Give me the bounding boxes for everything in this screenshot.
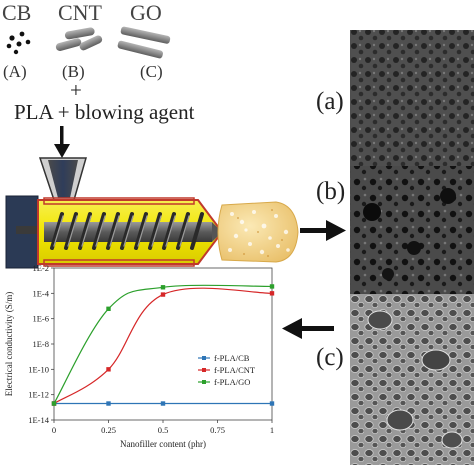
- label-C: (C): [140, 62, 163, 81]
- go-label: GO: [130, 0, 162, 25]
- x-axis-title: Nanofiller content (phr): [120, 439, 206, 449]
- legend-label-f-pla-cnt: f-PLA/CNT: [214, 365, 256, 375]
- y-tick-label: 1E-12: [28, 390, 49, 400]
- data-point-f-pla-cnt: [269, 291, 275, 296]
- data-point-f-pla-cnt: [106, 367, 111, 372]
- x-tick-label: 1: [270, 425, 274, 435]
- sem-label-c: (c): [316, 344, 344, 371]
- go-sheets-icon: [117, 26, 171, 59]
- sem-label-b: (b): [316, 178, 346, 205]
- x-tick-label: 0: [52, 425, 56, 435]
- data-point-f-pla-go: [51, 401, 57, 406]
- y-tick-label: 1E-4: [32, 288, 49, 298]
- data-point-f-pla-go: [269, 284, 275, 289]
- legend-marker-f-pla-go: [202, 380, 206, 384]
- sem-image-a: [350, 30, 474, 166]
- foam-extrudate: [217, 201, 299, 263]
- left-arrow-icon: [282, 318, 334, 339]
- y-tick-label: 1E-2: [32, 263, 49, 273]
- legend-label-f-pla-cb: f-PLA/CB: [214, 353, 250, 363]
- cb-label: CB: [2, 0, 32, 25]
- legend-marker-f-pla-cb: [202, 356, 206, 360]
- x-tick-label: 0.5: [158, 425, 169, 435]
- y-axis-title: Electrical conductivity (S/m): [4, 292, 14, 396]
- mixture-label: PLA + blowing agent: [14, 100, 195, 124]
- data-point-f-pla-cb: [106, 401, 111, 406]
- y-tick-label: 1E-10: [28, 364, 49, 374]
- sem-image-b: [350, 166, 474, 294]
- x-tick-label: 0.25: [101, 425, 116, 435]
- x-tick-label: 0.75: [210, 425, 225, 435]
- y-tick-label: 1E-8: [32, 339, 49, 349]
- plus-sign: +: [70, 78, 82, 102]
- label-A: (A): [3, 62, 27, 81]
- data-point-f-pla-go: [106, 306, 111, 312]
- label-B: (B): [62, 62, 85, 81]
- y-tick-label: 1E-6: [32, 314, 49, 324]
- sem-image-c: [350, 294, 474, 465]
- series-line-f-pla-cnt: [53, 287, 273, 405]
- data-point-f-pla-go: [160, 285, 166, 290]
- data-point-f-pla-cb: [160, 401, 166, 406]
- data-point-f-pla-cnt: [160, 292, 166, 297]
- legend-label-f-pla-go: f-PLA/GO: [214, 377, 250, 387]
- legend-marker-f-pla-cnt: [202, 368, 206, 372]
- cnt-label: CNT: [58, 0, 102, 25]
- y-tick-label: 1E-14: [28, 415, 50, 425]
- extruder-diagram: [5, 157, 224, 269]
- sem-label-a: (a): [316, 88, 344, 115]
- data-point-f-pla-cb: [269, 401, 275, 406]
- down-arrow-icon: [54, 126, 70, 158]
- right-arrow-icon: [300, 220, 346, 241]
- cb-particles-icon: [6, 31, 31, 55]
- series-line-f-pla-go: [53, 284, 273, 404]
- cnt-rods-icon: [55, 27, 103, 51]
